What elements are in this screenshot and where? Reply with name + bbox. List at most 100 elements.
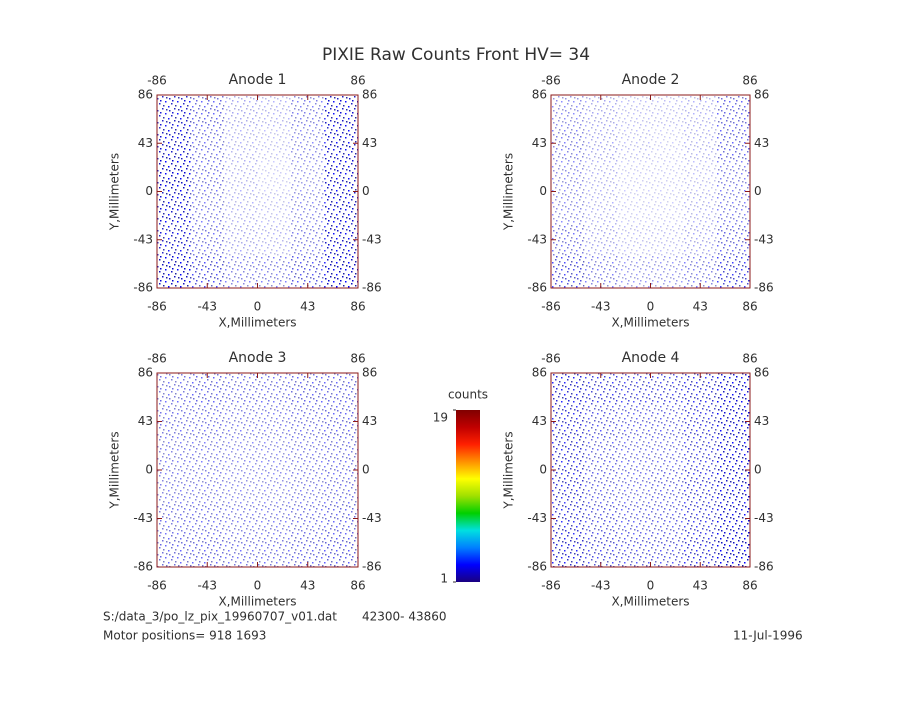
heat-cell (291, 223, 325, 256)
y2-tick-label: 86 (754, 366, 769, 380)
heat-cell (291, 255, 325, 288)
heat-cell (257, 502, 291, 535)
heat-cell (324, 223, 358, 256)
heat-cell (551, 373, 585, 406)
heat-cell (224, 437, 258, 470)
heat-cell (157, 223, 191, 256)
heat-cell (716, 534, 750, 567)
y2-tick-label: -86 (362, 560, 382, 574)
heat-cell (551, 255, 585, 288)
heat-cell (551, 502, 585, 535)
heat-cell (551, 95, 585, 128)
y-tick-label: -43 (133, 511, 153, 525)
heat-cell (617, 255, 651, 288)
heat-cell (551, 534, 585, 567)
x-tick-label: 86 (742, 300, 757, 314)
heat-cell (551, 437, 585, 470)
heat-cell (617, 373, 651, 406)
heat-cell (157, 470, 191, 503)
y-tick-label: 86 (138, 88, 153, 102)
heat-cell (650, 373, 684, 406)
heat-cell (190, 159, 224, 192)
y-tick-label: 0 (145, 463, 153, 477)
heat-cell (157, 159, 191, 192)
panel-title: Anode 3 (229, 350, 287, 366)
page-title: PIXIE Raw Counts Front HV= 34 (322, 45, 590, 65)
heat-cell (291, 470, 325, 503)
y-tick-label: 0 (539, 463, 547, 477)
x-tick-label: -43 (197, 300, 217, 314)
x-tick-label: 43 (300, 579, 315, 593)
heat-cell (683, 534, 717, 567)
x-tick-label: 43 (693, 579, 708, 593)
heat-cell (224, 255, 258, 288)
heat-cell (190, 373, 224, 406)
heat-cell (617, 95, 651, 128)
y-tick-label: 43 (138, 136, 153, 150)
y2-tick-label: 43 (754, 414, 769, 428)
heat-cell (324, 502, 358, 535)
y2-tick-label: -43 (362, 232, 382, 246)
heat-cell (551, 223, 585, 256)
y2-tick-label: -43 (362, 511, 382, 525)
heat-cell (683, 191, 717, 224)
heat-cell (716, 502, 750, 535)
heat-cell (224, 191, 258, 224)
heat-cell (551, 159, 585, 192)
heat-cell (224, 159, 258, 192)
heat-cell (291, 127, 325, 160)
x-tick-label: 43 (693, 300, 708, 314)
heat-cell (157, 437, 191, 470)
x-tick-label: -43 (591, 579, 611, 593)
heat-cell (291, 437, 325, 470)
heat-cell (683, 223, 717, 256)
x2-tick-label: 86 (742, 74, 757, 88)
x2-tick-label: 86 (742, 352, 757, 366)
x2-tick-label: -86 (541, 74, 561, 88)
x-axis-label: X,Millimeters (611, 316, 689, 330)
heat-cell (257, 405, 291, 438)
heat-cell (224, 405, 258, 438)
heat-cell (617, 159, 651, 192)
heat-cell (683, 159, 717, 192)
y-tick-label: -86 (133, 281, 153, 295)
heat-cell (190, 223, 224, 256)
y2-tick-label: 0 (754, 184, 762, 198)
heat-cell (257, 191, 291, 224)
heat-cell (157, 373, 191, 406)
heat-cell (617, 470, 651, 503)
y2-tick-label: -43 (754, 232, 774, 246)
heat-cell (716, 127, 750, 160)
heat-cell (716, 373, 750, 406)
heat-cell (190, 191, 224, 224)
heat-cell (584, 127, 618, 160)
heat-cell (291, 373, 325, 406)
heat-cell (224, 470, 258, 503)
x-tick-label: 0 (647, 579, 655, 593)
y-axis-label: Y,Millimeters (502, 431, 516, 509)
heat-cell (257, 534, 291, 567)
heat-cell (584, 470, 618, 503)
heat-cell (716, 223, 750, 256)
heat-cell (617, 437, 651, 470)
y-tick-label: -43 (527, 511, 547, 525)
heat-cell (257, 470, 291, 503)
heat-cell (683, 502, 717, 535)
x-tick-label: 0 (647, 300, 655, 314)
heat-cell (224, 534, 258, 567)
x-tick-label: 43 (300, 300, 315, 314)
x2-tick-label: -86 (541, 352, 561, 366)
panel-title: Anode 2 (622, 72, 680, 88)
heat-cell (650, 95, 684, 128)
heat-cell (224, 127, 258, 160)
heat-cell (257, 159, 291, 192)
x-tick-label: -86 (541, 300, 561, 314)
y2-tick-label: -86 (754, 281, 774, 295)
heat-cell (617, 534, 651, 567)
heat-cell (617, 502, 651, 535)
x-tick-label: 86 (350, 579, 365, 593)
y2-tick-label: 86 (362, 366, 377, 380)
x-tick-label: 0 (254, 300, 262, 314)
x-axis-label: X,Millimeters (611, 595, 689, 609)
